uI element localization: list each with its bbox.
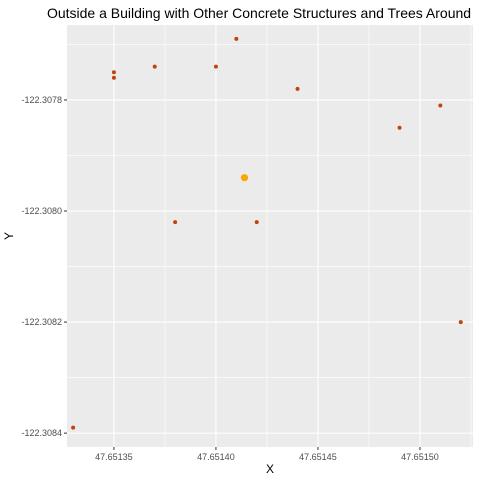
data-point (213, 64, 218, 69)
x-tick-label: 47.65135 (95, 452, 133, 462)
y-axis: -122.3078 -122.3080 -122.3082 -122.3084 (21, 95, 67, 438)
y-axis-title: Y (2, 232, 16, 240)
chart-title: Outside a Building with Other Concrete S… (47, 5, 471, 21)
x-tick-label: 47.65145 (299, 452, 337, 462)
minor-grid (67, 25, 473, 447)
data-point (397, 125, 402, 130)
highlight-point (240, 174, 249, 182)
data-point (111, 70, 116, 75)
y-tick-label: -122.3082 (21, 317, 62, 327)
data-point (254, 220, 259, 225)
x-axis: 47.65135 47.65140 47.65145 47.65150 (95, 447, 439, 462)
data-point (438, 103, 443, 108)
y-tick-label: -122.3080 (21, 206, 62, 216)
data-point (458, 320, 463, 325)
data-point (295, 86, 300, 91)
plot-panel (67, 25, 473, 447)
y-tick-label: -122.3078 (21, 95, 62, 105)
data-point (71, 425, 76, 430)
x-axis-title: X (266, 462, 274, 476)
data-point (173, 220, 178, 225)
data-point (111, 75, 116, 80)
x-tick-label: 47.65140 (197, 452, 235, 462)
data-points (71, 36, 463, 430)
x-tick-label: 47.65150 (401, 452, 439, 462)
y-tick-label: -122.3084 (21, 428, 62, 438)
data-point (152, 64, 157, 69)
major-grid (67, 25, 473, 447)
data-point (234, 36, 239, 41)
